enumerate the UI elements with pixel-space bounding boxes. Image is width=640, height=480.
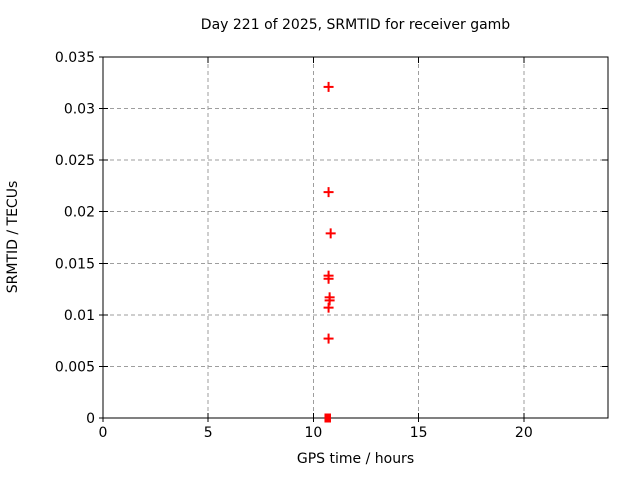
y-tick-label: 0.035: [55, 50, 95, 66]
x-axis-label: GPS time / hours: [296, 451, 415, 467]
y-tick-label: 0.025: [55, 153, 95, 169]
x-tick-label: 10: [305, 425, 323, 441]
y-tick-label: 0.01: [64, 308, 95, 324]
x-tick-label: 15: [410, 425, 428, 441]
chart-title: Day 221 of 2025, SRMTID for receiver gam…: [200, 17, 511, 33]
y-tick-label: 0.03: [64, 102, 95, 118]
x-tick-label: 20: [515, 425, 533, 441]
y-tick-label: 0.015: [55, 256, 95, 272]
x-tick-label: 0: [99, 425, 108, 441]
zero-cluster-marker: [324, 413, 331, 423]
y-tick-label: 0: [86, 411, 95, 427]
x-tick-label: 5: [204, 425, 213, 441]
plot-border: [102, 56, 609, 419]
y-tick-label: 0.005: [55, 359, 95, 375]
y-tick-label: 0.02: [64, 205, 95, 221]
